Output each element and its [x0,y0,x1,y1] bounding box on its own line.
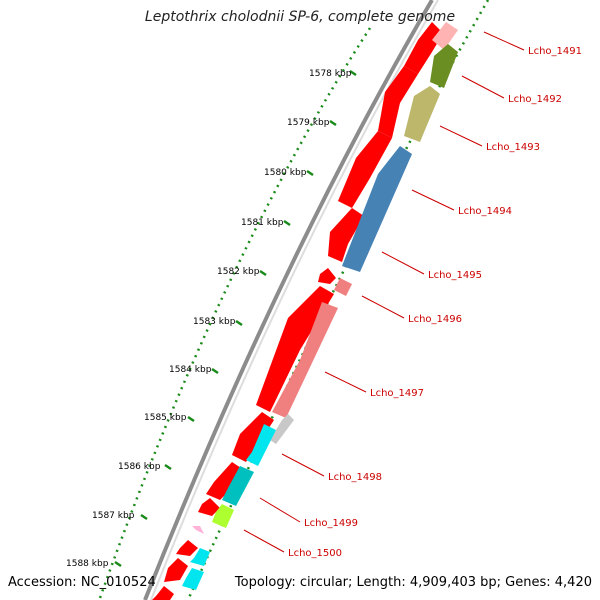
gene-label-1492[interactable]: Lcho_1492 [508,94,562,105]
reverse-cds-track [182,22,458,590]
gene-block-1500 [212,504,234,528]
gene-label-1493[interactable]: Lcho_1493 [486,142,540,153]
forward-cds [164,558,188,582]
kbp-label-1580: 1580 kbp [264,168,307,178]
leader-lines [243,31,525,553]
forward-cds [256,286,334,412]
gene-block-cyan-1 [190,548,210,566]
forward-cds [232,412,274,462]
kbp-label-1585: 1585 kbp [144,413,187,423]
kbp-label-1587: 1587 kbp [92,511,135,521]
gene-block-1497 [272,302,338,418]
map-title: Leptothrix cholodnii SP-6, complete geno… [144,9,456,25]
genome-summary-label: Topology: circular; Length: 4,909,403 bp… [234,575,592,590]
kbp-label-1584: 1584 kbp [169,365,212,375]
kbp-label-1578: 1578 kbp [309,69,352,79]
gene-block-1494 [342,146,412,272]
gene-block-1499 [222,466,254,506]
forward-cds [198,498,220,516]
kbp-ticks [114,69,357,568]
gene-label-1497[interactable]: Lcho_1497 [370,388,424,399]
gene-label-1491[interactable]: Lcho_1491 [528,46,582,57]
outer-scale-dots [98,27,372,599]
gene-label-1499[interactable]: Lcho_1499 [304,518,358,529]
kbp-label-1588: 1588 kbp [66,559,109,569]
forward-cds [176,540,198,556]
gene-block-small [192,526,204,534]
forward-cds [378,66,418,138]
gene-block-1492 [430,44,458,88]
gene-block-1497b [270,414,294,444]
gene-block-1496 [334,278,352,296]
forward-cds [318,268,336,284]
kbp-label-1586: 1586 kbp [118,462,161,472]
backbone-inner [150,0,439,600]
gene-block-1498 [246,424,276,466]
gene-block-1493 [404,86,440,142]
gene-block-1491 [432,22,458,50]
forward-cds [206,462,244,500]
forward-cds [338,131,392,208]
kbp-label-1583: 1583 kbp [193,317,236,327]
gene-label-1498[interactable]: Lcho_1498 [328,472,382,483]
gene-label-1496[interactable]: Lcho_1496 [408,314,462,325]
gene-label-1494[interactable]: Lcho_1494 [458,206,512,217]
kbp-label-1581: 1581 kbp [241,218,284,228]
backbone-outer [143,0,434,600]
gene-block-cyan-2 [182,568,204,590]
forward-cds [152,586,174,600]
forward-cds [404,22,445,74]
gene-label-1495[interactable]: Lcho_1495 [428,270,482,281]
accession-label: Accession: NC_010524 [8,575,156,590]
kbp-label-1579: 1579 kbp [287,118,330,128]
forward-cds-track [152,22,445,600]
gene-label-1500[interactable]: Lcho_1500 [288,548,342,559]
kbp-label-1582: 1582 kbp [217,267,260,277]
forward-cds [328,208,364,262]
